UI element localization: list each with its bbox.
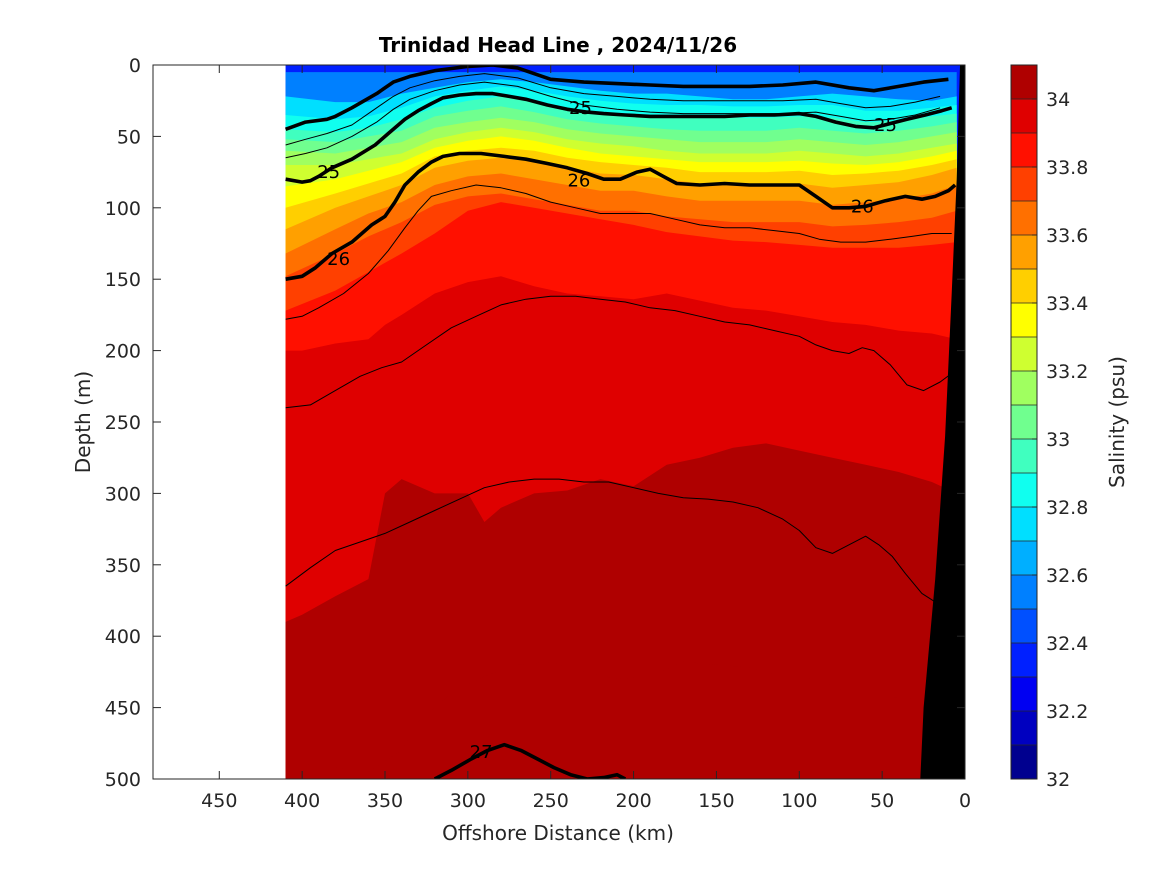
colorbar-tick-label: 33.2 <box>1046 361 1088 383</box>
colorbar-swatch <box>1011 439 1037 473</box>
density-contour-line <box>285 295 952 409</box>
y-tick-label: 500 <box>105 769 141 791</box>
x-tick-label: 400 <box>284 790 320 812</box>
x-tick-label: 250 <box>533 790 569 812</box>
colorbar-swatch <box>1011 167 1037 201</box>
colorbar-swatch <box>1011 677 1037 711</box>
colorbar-swatch <box>1011 303 1037 337</box>
density-contour-line <box>285 151 957 281</box>
density-contour-line <box>285 184 952 320</box>
contour-label: 25 <box>317 162 340 183</box>
colorbar-tick-label: 33.8 <box>1046 157 1088 179</box>
colorbar-swatch <box>1011 575 1037 609</box>
colorbar-swatch <box>1011 133 1037 167</box>
x-tick-label: 300 <box>450 790 486 812</box>
colorbar-tick-label: 32.6 <box>1046 565 1088 587</box>
salinity-filled-contours <box>285 65 965 779</box>
density-contour-line <box>285 73 941 146</box>
colorbar-swatch <box>1011 371 1037 405</box>
contour-label: 25 <box>874 115 897 136</box>
colorbar-label: Salinity (psu) <box>1105 356 1129 488</box>
y-tick-label: 250 <box>105 412 141 434</box>
salinity-colorbar: 32 32.2 32.4 32.6 32.8 33 33.2 33.4 33.6 33.8 34 <box>1010 64 1088 791</box>
x-tick-label: 0 <box>959 790 971 812</box>
colorbar-swatch <box>1011 201 1037 235</box>
colorbar-frame <box>1010 64 1038 780</box>
y-tick-label: 350 <box>105 555 141 577</box>
x-tick-label: 200 <box>615 790 651 812</box>
contour-label: 25 <box>569 98 592 119</box>
colorbar-swatch <box>1011 541 1037 575</box>
colorbar-swatch <box>1011 269 1037 303</box>
y-tick-label: 200 <box>105 341 141 363</box>
y-tick-label: 400 <box>105 626 141 648</box>
contour-label: 26 <box>327 249 350 270</box>
y-tick-label: 100 <box>105 198 141 220</box>
colorbar-tick-label: 32.8 <box>1046 497 1088 519</box>
density-contour-line <box>285 91 953 184</box>
density-contour-line <box>285 81 941 159</box>
density-contour-labels: 25 25 25 26 26 26 27 <box>317 98 897 763</box>
density-contour-line <box>285 478 949 603</box>
colorbar-swatch <box>1011 507 1037 541</box>
colorbar-swatch <box>1011 711 1037 745</box>
chart-title: Trinidad Head Line , 2024/11/26 <box>379 33 737 57</box>
colorbar-swatch <box>1011 99 1037 133</box>
contour-label: 27 <box>470 742 493 763</box>
colorbar-tick-label: 32.4 <box>1046 633 1088 655</box>
x-tick-label: 100 <box>781 790 817 812</box>
colorbar-tick-label: 33 <box>1046 429 1070 451</box>
x-axis-label: Offshore Distance (km) <box>442 821 674 845</box>
colorbar-swatch <box>1011 643 1037 677</box>
x-tick-label: 350 <box>367 790 403 812</box>
colorbar-swatch <box>1011 745 1037 779</box>
colorbar-tick-label: 32 <box>1046 769 1070 791</box>
y-tick-label: 50 <box>117 126 141 148</box>
bathymetry-polygon <box>920 65 965 779</box>
colorbar-swatch <box>1011 405 1037 439</box>
y-tick-label: 300 <box>105 483 141 505</box>
contour-label: 26 <box>567 171 590 192</box>
y-tick-label: 450 <box>105 698 141 720</box>
y-tick-label: 0 <box>129 55 141 77</box>
colorbar-tick-label: 33.6 <box>1046 225 1088 247</box>
salinity-band <box>285 661 957 779</box>
colorbar-swatch <box>1011 337 1037 371</box>
colorbar-swatch <box>1011 609 1037 643</box>
density-contour-line <box>433 742 627 779</box>
y-axis-label: Depth (m) <box>71 371 95 473</box>
seafloor-bathymetry <box>920 65 965 779</box>
x-tick-label: 50 <box>870 790 894 812</box>
colorbar-tick-label: 33.4 <box>1046 293 1088 315</box>
x-axis-ticks: 450 400 350 300 250 200 150 100 50 0 <box>201 65 971 812</box>
x-tick-label: 150 <box>698 790 734 812</box>
y-axis-ticks: 0 50 100 150 200 250 300 350 400 450 500 <box>105 55 965 791</box>
colorbar-tick-label: 34 <box>1046 89 1070 111</box>
colorbar-swatch <box>1011 235 1037 269</box>
contour-label: 26 <box>851 196 874 217</box>
density-contour-line <box>284 65 949 131</box>
colorbar-swatch <box>1011 65 1037 99</box>
x-tick-label: 450 <box>201 790 237 812</box>
colorbar-tick-label: 32.2 <box>1046 701 1088 723</box>
density-contour-lines <box>284 65 957 779</box>
colorbar-swatch <box>1011 473 1037 507</box>
y-tick-label: 150 <box>105 269 141 291</box>
